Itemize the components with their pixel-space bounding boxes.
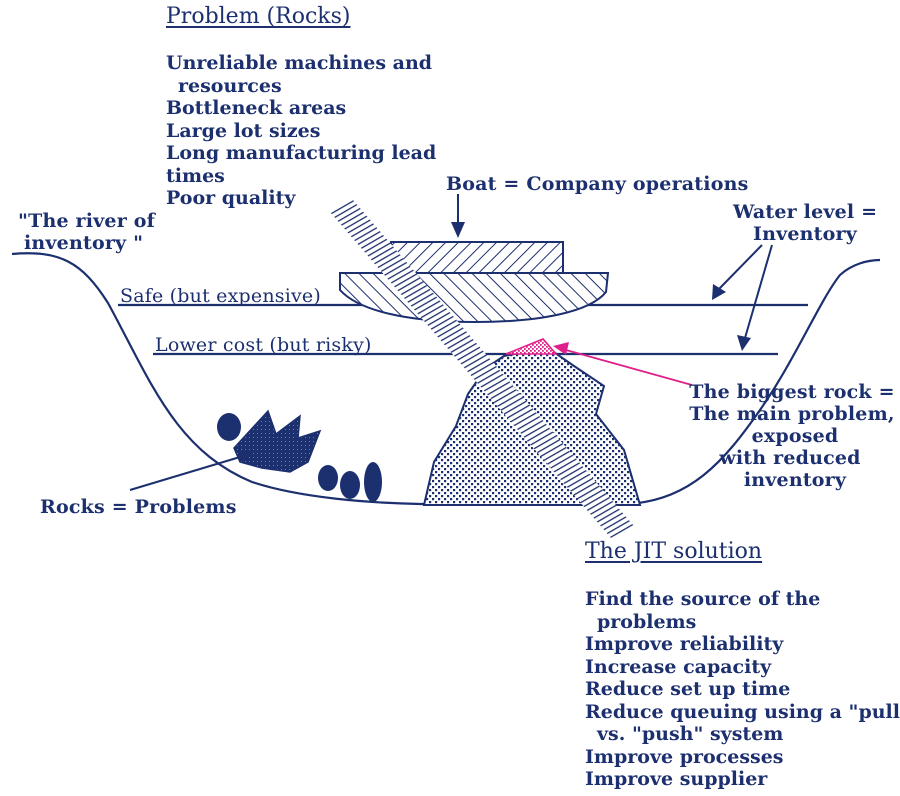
biggest-rock-label-line2: The main problem, bbox=[689, 403, 895, 425]
list-item: Large lot sizes bbox=[166, 119, 321, 142]
boat-label: Boat = Company operations bbox=[446, 173, 749, 195]
biggest-rock-label: The biggest rock = The main problem, exp… bbox=[686, 381, 898, 491]
boat-arrow bbox=[451, 194, 465, 238]
list-item: Unreliable machines and resources bbox=[166, 52, 433, 97]
list-item: Bottleneck areas bbox=[166, 97, 347, 119]
boat-cabin bbox=[390, 241, 564, 275]
exposed-rock-tip bbox=[505, 338, 558, 355]
jit-list: Find the source of the problems Improve r… bbox=[585, 588, 900, 791]
river-label-line1: "The river of bbox=[18, 210, 155, 232]
list-item: Find the source of the problems bbox=[585, 588, 821, 633]
list-item: Improve reliability bbox=[585, 633, 784, 655]
small-rock bbox=[340, 471, 360, 499]
river-bank bbox=[11, 252, 881, 506]
river-label-line2: inventory " bbox=[24, 232, 144, 254]
biggest-rock-arrow bbox=[553, 342, 693, 386]
water-level-label-line1: Water level = bbox=[733, 201, 878, 223]
small-rock bbox=[217, 413, 241, 441]
list-item: Improve processes bbox=[585, 745, 784, 768]
biggest-rock-label-line5: inventory bbox=[743, 469, 847, 491]
water-level-label-line2: Inventory bbox=[753, 223, 857, 245]
triangle-rocks bbox=[233, 409, 322, 473]
lower-level-label: Lower cost (but risky) bbox=[155, 334, 372, 356]
problem-list: Unreliable machines and resources Bottlen… bbox=[166, 52, 436, 210]
list-item: Increase capacity bbox=[585, 655, 772, 678]
list-item: Poor quality bbox=[166, 187, 296, 209]
boat-hull bbox=[339, 272, 610, 324]
list-item: Improve supplier bbox=[585, 768, 768, 790]
water-level-arrows bbox=[712, 244, 773, 351]
list-item: Long manufacturing lead bbox=[166, 142, 437, 164]
biggest-rock-label-line3: exposed bbox=[751, 425, 839, 447]
list-item: Reduce set up time bbox=[585, 678, 791, 700]
hatched-stick bbox=[330, 200, 634, 538]
biggest-rock-label-line4: with reduced bbox=[719, 447, 861, 469]
rocks-arrow bbox=[129, 450, 252, 491]
biggest-rock-label-line1: The biggest rock = bbox=[689, 381, 895, 403]
rocks-label: Rocks = Problems bbox=[40, 496, 237, 518]
small-rock bbox=[318, 465, 338, 491]
small-rock bbox=[364, 462, 382, 502]
problem-heading: Problem (Rocks) bbox=[166, 4, 351, 29]
list-item: Reduce queuing using a "pull" vs. "push" … bbox=[585, 700, 900, 746]
jit-heading: The JIT solution bbox=[585, 539, 763, 564]
list-item: times bbox=[166, 164, 225, 187]
safe-level-label: Safe (but expensive) bbox=[120, 285, 321, 307]
